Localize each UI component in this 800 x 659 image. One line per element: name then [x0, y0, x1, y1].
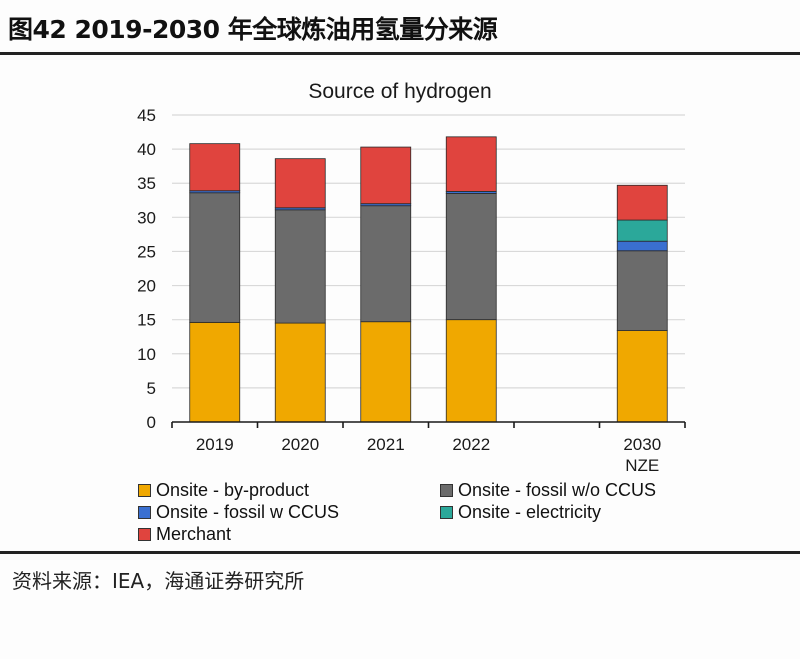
bar-segment: [445, 193, 497, 321]
top-rule: [0, 52, 800, 55]
y-tick-label: 45: [137, 106, 156, 125]
bar-segment: [616, 219, 668, 242]
x-tick-label: 2030: [623, 435, 661, 454]
y-tick-label: 40: [137, 140, 156, 159]
x-tick-label: 2021: [367, 435, 405, 454]
bar-segment: [616, 250, 668, 331]
bar-segment: [616, 240, 668, 252]
bar-segment: [616, 330, 668, 423]
bar-segment: [445, 319, 497, 423]
bar-segment: [274, 158, 326, 209]
y-tick-label: 35: [137, 174, 156, 193]
legend-label: Merchant: [156, 524, 232, 544]
bottom-rule: [0, 551, 800, 554]
legend-swatch: [440, 484, 453, 497]
legend-label: Onsite - electricity: [458, 502, 602, 522]
bar-segment: [445, 136, 497, 192]
bar-segment: [189, 143, 241, 192]
source-note: 资料来源：IEA，海通证券研究所: [12, 569, 305, 593]
y-tick-label: 15: [137, 311, 156, 330]
legend-item: Onsite - fossil w/o CCUS: [440, 480, 656, 501]
y-tick-label: 5: [147, 379, 156, 398]
bar-segment: [274, 209, 326, 324]
legend-label: Onsite - by-product: [156, 480, 310, 500]
legend-item: Onsite - fossil w CCUS: [138, 502, 339, 523]
legend-swatch: [138, 484, 151, 497]
legend-item: Onsite - by-product: [138, 480, 309, 501]
x-tick-label: 2019: [196, 435, 234, 454]
x-tick-label: 2020: [281, 435, 319, 454]
legend-swatch: [138, 506, 151, 519]
bar-segment: [274, 322, 326, 423]
y-tick-label: 10: [137, 345, 156, 364]
bar-segment: [360, 146, 412, 205]
x-tick-label: 2022: [452, 435, 490, 454]
legend-swatch: [138, 528, 151, 541]
y-tick-label: 0: [147, 413, 156, 432]
chart-title: Source of hydrogen: [308, 80, 491, 103]
figure-title: 图42 2019-2030 年全球炼油用氢量分来源: [8, 15, 498, 44]
bar-segment: [616, 184, 668, 221]
bar-segment: [360, 205, 412, 323]
x-tick-label: NZE: [625, 456, 659, 475]
legend-item: Onsite - electricity: [440, 502, 601, 523]
y-tick-label: 20: [137, 277, 156, 296]
y-tick-label: 25: [137, 242, 156, 261]
legend-label: Onsite - fossil w/o CCUS: [458, 480, 657, 500]
bar-segment: [189, 321, 241, 423]
y-tick-label: 30: [137, 208, 156, 227]
legend-label: Onsite - fossil w CCUS: [156, 502, 340, 522]
legend-swatch: [440, 506, 453, 519]
stacked-bar-chart: Source of hydrogen 0 5 10 15 20 25 30 35 40 45 2019…: [137, 80, 686, 475]
bar-segment: [189, 192, 241, 323]
bar-segment: [360, 321, 412, 423]
legend-item: Merchant: [138, 524, 231, 545]
